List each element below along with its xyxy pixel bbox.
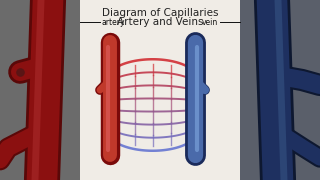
Text: vein: vein: [202, 17, 218, 26]
Polygon shape: [80, 0, 240, 180]
Text: artery: artery: [102, 17, 125, 26]
Polygon shape: [0, 0, 80, 180]
Polygon shape: [240, 0, 320, 180]
Text: Artery and Veins: Artery and Veins: [117, 17, 203, 27]
Text: Diagram of Capillaries: Diagram of Capillaries: [102, 8, 218, 18]
